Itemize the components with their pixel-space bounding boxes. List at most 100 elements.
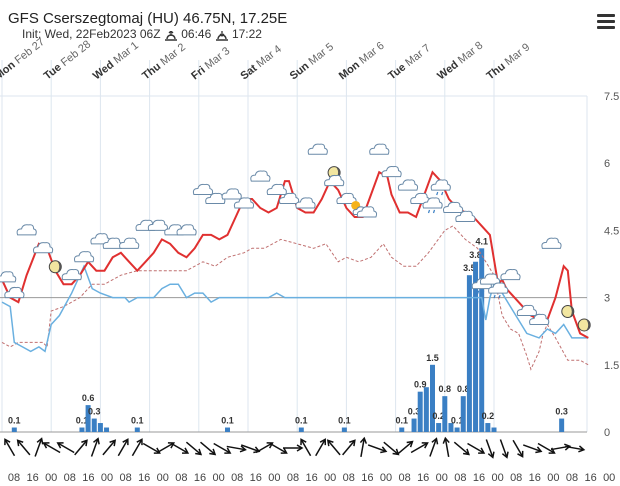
cloud-icon	[16, 224, 37, 236]
hour-label: 00	[547, 472, 559, 484]
precip-bar	[423, 387, 429, 432]
precip-label: 0.1	[451, 416, 464, 426]
wind-arrow-icon	[171, 442, 190, 454]
init-label: Init: Wed, 22Feb2023 06Z	[22, 27, 161, 41]
wind-arrow-icon	[131, 438, 143, 457]
precip-label: 0.1	[76, 416, 89, 426]
hour-label: 08	[398, 472, 410, 484]
wind-arrow-icon	[342, 439, 356, 456]
wind-arrow-icon	[442, 436, 450, 457]
hour-label: 08	[119, 472, 131, 484]
moon-icon	[577, 318, 591, 332]
hour-label: 08	[287, 472, 299, 484]
precip-bar	[399, 427, 405, 432]
grid-layer	[0, 60, 588, 433]
day-label: Wed Mar 8	[435, 40, 485, 83]
precip-bar	[411, 418, 417, 432]
cloud-icon	[250, 170, 271, 182]
precip-bar	[104, 427, 110, 432]
hour-label: 00	[491, 472, 503, 484]
cloud-icon	[324, 174, 345, 187]
precip-label: 0.1	[221, 416, 234, 426]
cloud-icon	[192, 183, 214, 196]
precip-bar	[11, 427, 17, 432]
precip-label: 3.5	[463, 263, 476, 273]
hour-label: 16	[417, 472, 429, 484]
wave-height-line	[1, 170, 589, 339]
precip-bar	[442, 396, 448, 432]
hour-label: 16	[305, 472, 317, 484]
y-tick-label: 4.5	[604, 225, 619, 237]
wind-arrow-icon	[90, 437, 100, 457]
cloud-icon	[0, 271, 17, 283]
precip-bar	[473, 261, 479, 432]
cloud-icon	[369, 143, 390, 155]
cloud-icon	[307, 143, 328, 155]
init-info: Init: Wed, 22Feb2023 06Z 06:46 17:22	[22, 27, 262, 41]
precip-bar	[436, 423, 442, 432]
wind-arrow-icon	[367, 444, 388, 454]
wind-arrow-icon	[200, 441, 217, 456]
hour-label: 08	[454, 472, 466, 484]
precip-bar	[430, 364, 435, 432]
precip-label: 0.2	[482, 411, 495, 421]
day-label: Tue Feb 28	[42, 38, 94, 82]
precip-bar	[225, 427, 230, 432]
hour-label: 00	[268, 472, 280, 484]
sunset-icon	[215, 30, 229, 41]
day-label: Sun Mar 5	[288, 41, 336, 82]
wind-arrow-icon	[410, 442, 429, 454]
hour-label: 00	[436, 472, 448, 484]
precip-bar	[91, 418, 97, 432]
precip-label: 0.2	[432, 411, 445, 421]
precip-label: 1.5	[426, 353, 439, 363]
precip-bar	[79, 427, 85, 432]
hour-label: 00	[101, 472, 113, 484]
cloud-icon	[233, 197, 255, 209]
sunrise-icon	[164, 29, 178, 41]
precip-bar	[448, 423, 454, 432]
wind-arrow-icon	[226, 445, 247, 453]
precip-label: 0.3	[408, 407, 421, 417]
precip-label: 4.1	[475, 236, 488, 246]
day-label: Tue Mar 7	[386, 42, 433, 82]
cloud-icon	[356, 206, 378, 218]
wind-arrow-icon	[397, 440, 414, 455]
precip-bar	[97, 423, 103, 432]
wind-arrow-icon	[142, 442, 161, 454]
series-lines	[1, 170, 589, 371]
hour-label: 16	[26, 472, 38, 484]
precip-bar	[134, 427, 140, 432]
cloud-icon	[443, 201, 464, 213]
precip-bar	[454, 427, 460, 432]
hour-label: 16	[473, 472, 485, 484]
cloud-icon	[336, 192, 357, 205]
precip-label: 0.1	[8, 416, 21, 426]
hour-label: 00	[212, 472, 224, 484]
sunset-time: 17:22	[231, 27, 262, 41]
hour-label: 00	[324, 472, 336, 484]
precip-label: 0.3	[88, 407, 101, 417]
hamburger-menu-icon[interactable]	[597, 14, 615, 30]
y-tick-label: 0	[604, 427, 610, 439]
precip-label: 0.8	[457, 384, 470, 394]
wind-arrow-icon	[383, 441, 400, 456]
cloud-icon	[119, 237, 140, 249]
precip-bar	[417, 391, 423, 432]
precip-label: 0.1	[131, 416, 144, 426]
precip-bar	[298, 427, 304, 432]
hour-label: 00	[157, 472, 169, 484]
hour-label: 16	[82, 472, 94, 484]
rain-cloud-icon	[422, 197, 443, 214]
precip-bar	[491, 427, 497, 432]
day-label: Mon Feb 27	[0, 36, 47, 82]
precip-label: 0.8	[439, 384, 452, 394]
precip-bar	[85, 405, 91, 432]
moon-icon	[561, 305, 575, 319]
precipitation-bars: 0.1 0.10.60.30.1 0.1 0.1 0.1 0.10.30.91.50.20…	[8, 236, 568, 432]
cloud-icon	[529, 313, 550, 325]
swell-line	[1, 264, 589, 353]
wind-arrow-icon	[255, 442, 274, 454]
cloud-icon	[74, 251, 95, 263]
precip-label: 0.3	[555, 407, 568, 417]
